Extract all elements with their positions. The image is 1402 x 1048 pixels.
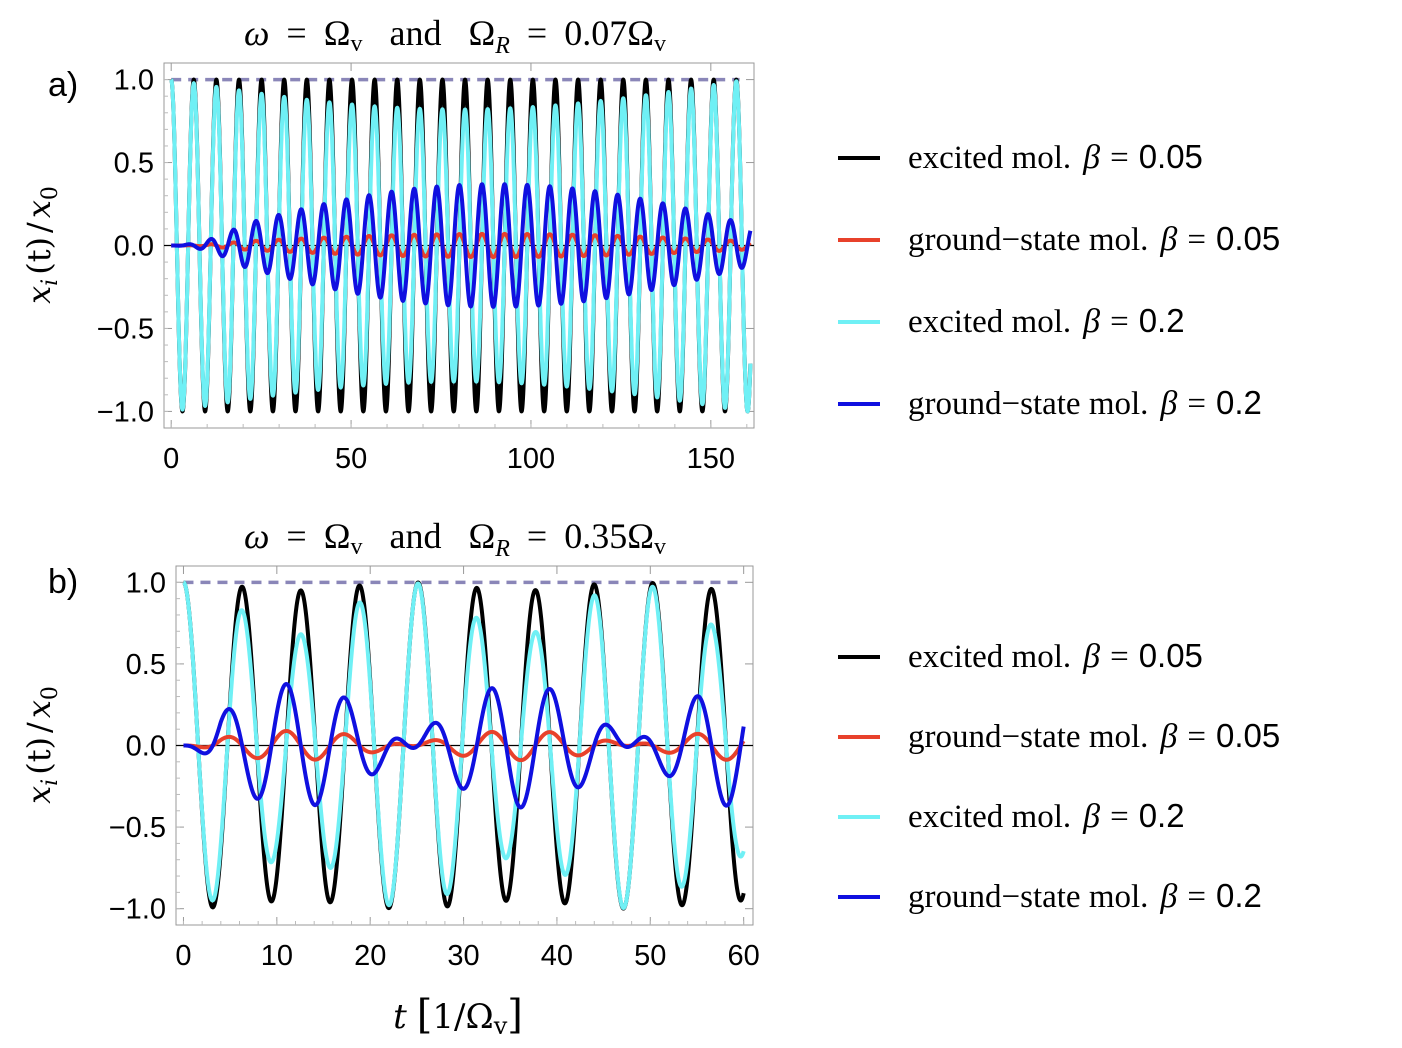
panel-a-label: a) [48, 66, 78, 104]
legend-label-text: excited mol. [908, 799, 1071, 835]
y-tick-label: −0.5 [97, 313, 154, 345]
legend-eq: = [1110, 304, 1129, 340]
legend-beta: β [1082, 303, 1100, 340]
series-line-3 [181, 580, 746, 910]
panel-b-label: b) [48, 563, 78, 601]
x-tick-label: 150 [687, 443, 735, 475]
x-tick-label: 60 [728, 940, 760, 972]
panel-b-xlabel: t [1/Ωv] [393, 992, 523, 1040]
y-tick-label: 1.0 [126, 567, 166, 599]
series-line-4 [181, 682, 746, 810]
legend-label-text: excited mol. [908, 140, 1071, 176]
legend-beta: β [1159, 221, 1177, 258]
y-tick-label: −1.0 [109, 894, 166, 926]
legend-beta: β [1159, 718, 1177, 755]
x-tick-label: 40 [541, 940, 573, 972]
x-tick-label: 30 [447, 940, 479, 972]
series-line-4 [169, 182, 753, 309]
legend-value: 0.05 [1139, 637, 1203, 674]
panel-a: a) ω = Ωv and ΩR = 0.07Ωv xi(t)/x0 1.0 0.… [20, 13, 755, 475]
legend-beta: β [1082, 638, 1100, 675]
y-tick-label: −0.5 [109, 812, 166, 844]
legend-eq: = [1187, 386, 1206, 422]
legend-label-text: excited mol. [908, 639, 1071, 675]
legend-b: excited mol. β = 0.05 ground−state mol. β = 0.0… [838, 637, 1280, 915]
panel-b-ylabel: xi(t)/x0 [20, 686, 63, 804]
legend-eq: = [1110, 639, 1129, 675]
y-tick-label: 1.0 [114, 65, 154, 97]
legend-label-text: excited mol. [908, 304, 1071, 340]
legend-beta: β [1159, 385, 1177, 422]
x-tick-label: 0 [163, 443, 179, 475]
y-tick-label: 0.0 [126, 731, 166, 763]
y-tick-label: −1.0 [97, 396, 154, 428]
legend-beta: β [1082, 798, 1100, 835]
panel-a-plot-area: 1.0 0.5 0.0 −0.5 −1.0 0 50 100 150 [97, 62, 755, 475]
y-tick-label: 0.0 [114, 231, 154, 263]
legend-label: ground−state mol. β = 0.05 [908, 717, 1280, 755]
legend-label-text: ground−state mol. [908, 386, 1148, 422]
legend-label: excited mol. β = 0.05 [908, 138, 1203, 176]
legend-eq: = [1187, 879, 1206, 915]
legend-label-text: ground−state mol. [908, 222, 1148, 258]
legend-label: excited mol. β = 0.05 [908, 637, 1203, 675]
legend-label-text: ground−state mol. [908, 719, 1148, 755]
legend-label: ground−state mol. β = 0.05 [908, 220, 1280, 258]
legend-value: 0.2 [1139, 302, 1185, 339]
legend-label: excited mol. β = 0.2 [908, 302, 1185, 340]
legend-value: 0.05 [1216, 717, 1280, 754]
legend-label: ground−state mol. β = 0.2 [908, 384, 1262, 422]
legend-value: 0.2 [1216, 384, 1262, 421]
legend-eq: = [1187, 719, 1206, 755]
x-tick-label: 0 [175, 940, 191, 972]
y-tick-label: 0.5 [114, 148, 154, 180]
x-tick-label: 50 [634, 940, 666, 972]
legend-beta: β [1082, 139, 1100, 176]
legend-label-text: ground−state mol. [908, 879, 1148, 915]
legend-eq: = [1187, 222, 1206, 258]
y-tick-label: 0.5 [126, 649, 166, 681]
legend-a: excited mol. β = 0.05 ground−state mol. β = 0.0… [838, 138, 1280, 422]
legend-eq: = [1110, 140, 1129, 176]
panel-a-title: ω = Ωv and ΩR = 0.07Ωv [244, 13, 666, 61]
x-tick-label: 50 [335, 443, 367, 475]
legend-label: ground−state mol. β = 0.2 [908, 877, 1262, 915]
panel-b: b) ω = Ωv and ΩR = 0.35Ωv xi(t)/x0 t [1/Ω… [20, 516, 760, 1040]
legend-value: 0.05 [1139, 138, 1203, 175]
x-tick-label: 10 [261, 940, 293, 972]
legend-label: excited mol. β = 0.2 [908, 797, 1185, 835]
panel-a-ylabel: xi(t)/x0 [20, 186, 63, 304]
legend-eq: = [1110, 799, 1129, 835]
legend-value: 0.05 [1216, 220, 1280, 257]
panel-b-title: ω = Ωv and ΩR = 0.35Ωv [244, 516, 666, 564]
legend-value: 0.2 [1139, 797, 1185, 834]
legend-beta: β [1159, 878, 1177, 915]
legend-value: 0.2 [1216, 877, 1262, 914]
panel-b-plot-area: 1.0 0.5 0.0 −0.5 −1.0 0 10 20 30 40 50 60 [109, 565, 760, 972]
series-line-2 [169, 231, 753, 260]
x-tick-label: 20 [354, 940, 386, 972]
x-tick-label: 100 [507, 443, 555, 475]
